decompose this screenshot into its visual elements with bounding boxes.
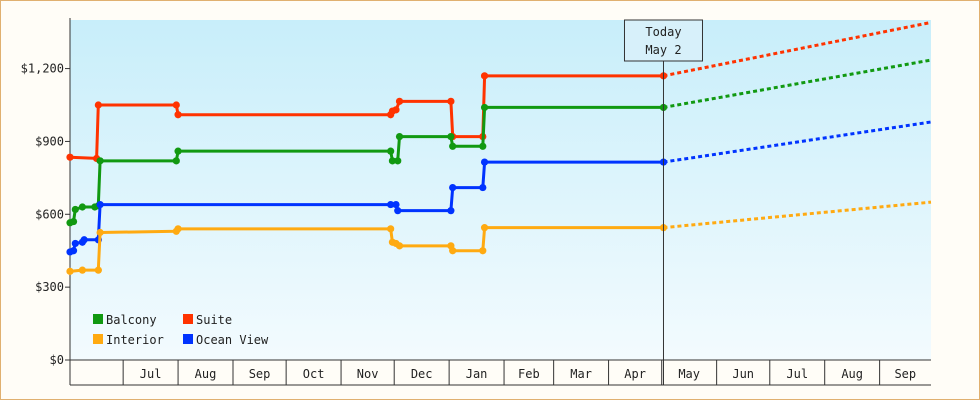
month-label: Sep [249,367,271,381]
data-point-interior [94,266,102,274]
data-point-balcony [174,147,182,155]
data-point-ocean-view [479,183,487,192]
month-label: Jul [140,367,162,381]
month-label: Feb [518,367,540,381]
data-point-balcony [480,103,489,112]
data-point-suite [174,111,182,119]
month-label: Nov [357,367,379,381]
month-label: Apr [624,367,646,381]
y-tick-label: $300 [35,280,64,294]
y-tick-label: $600 [35,207,64,221]
data-point-ocean-view [71,239,79,248]
legend-swatch-balcony [93,314,103,324]
forecast-line-interior [663,200,932,230]
data-point-interior [96,228,104,237]
data-point-suite [94,101,102,109]
data-point-ocean-view [387,200,395,209]
legend-swatch-interior [93,334,103,344]
month-label: Oct [303,367,325,381]
data-point-balcony [394,157,402,165]
data-point-interior [66,267,74,275]
forecast-line-balcony [663,58,932,109]
data-point-balcony [479,142,487,150]
legend-label-suite: Suite [196,313,232,327]
data-point-balcony [449,142,457,150]
y-tick-label: $900 [35,134,64,148]
legend: Balcony Suite Interior Ocean View [93,313,269,347]
data-point-balcony [71,205,79,214]
data-point-interior [174,225,182,233]
data-point-suite [447,97,455,105]
today-date-label: May 2 [645,43,681,57]
axes: $0 $300 $600 $900 $1,200 Jul Aug Sep Oct Nov Dec Ja… [21,18,931,386]
month-label: Jul [786,367,808,381]
data-point-ocean-view [392,200,400,209]
forecast-line-suite [663,20,932,78]
today-box [623,19,703,62]
data-point-interior [395,242,404,250]
today-label: Today [645,25,681,39]
series-lines [66,20,932,275]
plot-background [70,20,931,360]
data-point-ocean-view [480,158,489,166]
month-label: Aug [195,367,217,381]
data-point-balcony [172,157,180,165]
data-point-ocean-view [69,247,78,255]
data-point-suite [395,97,404,105]
data-point-balcony [387,147,395,155]
legend-label-balcony: Balcony [106,313,157,327]
month-label: Mar [570,367,592,381]
data-point-balcony [78,203,87,211]
data-point-ocean-view [449,183,457,192]
data-point-balcony [395,132,404,141]
data-point-interior [480,224,489,232]
data-point-suite [172,101,180,109]
month-label: Jan [466,367,488,381]
legend-label-ocean-view: Ocean View [196,333,269,347]
month-label: Jun [732,367,754,381]
data-point-balcony [388,157,397,165]
data-point-interior [78,266,87,274]
y-tick-label: $1,200 [21,62,64,76]
legend-swatch-ocean-view [183,334,193,344]
data-point-interior [479,247,487,255]
data-point-balcony [447,132,455,141]
data-point-ocean-view [447,207,455,215]
data-point-interior [449,247,457,255]
month-label: May [678,367,700,381]
data-point-ocean-view [394,207,402,215]
legend-label-interior: Interior [106,333,164,347]
data-point-balcony [69,217,78,226]
y-tick-label: $0 [50,353,64,367]
data-point-suite [392,106,400,114]
data-point-ocean-view [96,200,104,209]
forecast-line-ocean-view [663,120,932,164]
month-label: Aug [841,367,863,381]
data-point-balcony [96,157,104,165]
legend-swatch-suite [183,314,193,324]
today-marker: Today May 2 [623,19,703,385]
data-point-suite [480,72,489,80]
month-label: Sep [894,367,916,381]
data-point-suite [66,153,74,161]
data-point-ocean-view [80,236,88,244]
data-point-interior [387,225,395,233]
month-label: Dec [411,367,433,381]
